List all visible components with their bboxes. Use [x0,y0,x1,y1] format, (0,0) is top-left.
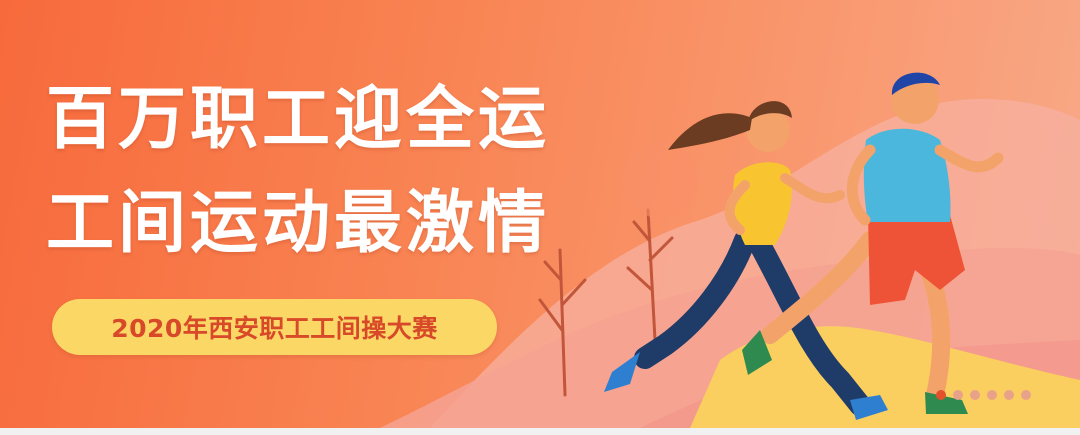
event-subtitle: 2020年西安职工工间操大赛 [111,314,438,343]
carousel-dot[interactable] [1004,390,1014,400]
carousel-indicator [936,390,1031,400]
carousel-dot[interactable] [970,390,980,400]
headline-line-2: 工间运动最激情 [46,184,551,263]
bottom-divider [0,428,1080,435]
headline-line-1: 百万职工迎全运 [46,80,551,159]
carousel-dot[interactable] [987,390,997,400]
decor-circle [622,142,698,218]
carousel-dot[interactable] [953,390,963,400]
carousel-dot[interactable] [936,390,946,400]
carousel-dot[interactable] [1021,390,1031,400]
running-track [690,326,1080,428]
event-subtitle-pill[interactable]: 2020年西安职工工间操大赛 [52,299,497,355]
bare-tree-icon [538,208,674,397]
male-runner-icon [742,72,1004,414]
female-runner-icon [604,101,888,420]
